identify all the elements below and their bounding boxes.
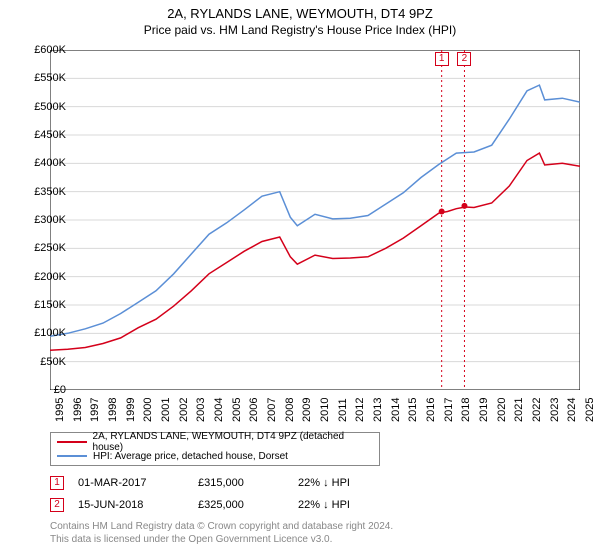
x-tick-label: 2024 xyxy=(566,398,578,422)
y-tick-label: £100K xyxy=(20,327,66,339)
x-tick-label: 2009 xyxy=(301,398,313,422)
x-tick-label: 2004 xyxy=(213,398,225,422)
sale-diff: 22% ↓ HPI xyxy=(298,499,398,511)
x-tick-label: 2013 xyxy=(372,398,384,422)
chart-subtitle: Price paid vs. HM Land Registry's House … xyxy=(0,21,600,37)
x-tick-label: 2022 xyxy=(531,398,543,422)
x-tick-label: 1995 xyxy=(54,398,66,422)
x-tick-label: 2010 xyxy=(319,398,331,422)
legend-swatch xyxy=(57,441,87,443)
y-tick-label: £250K xyxy=(20,242,66,254)
footer-attribution: Contains HM Land Registry data © Crown c… xyxy=(50,520,393,546)
sale-marker-icon: 2 xyxy=(50,498,64,512)
x-tick-label: 1996 xyxy=(72,398,84,422)
y-tick-label: £450K xyxy=(20,129,66,141)
y-tick-label: £400K xyxy=(20,157,66,169)
x-tick-label: 2000 xyxy=(142,398,154,422)
sale-diff: 22% ↓ HPI xyxy=(298,477,398,489)
x-tick-label: 1999 xyxy=(125,398,137,422)
x-tick-label: 2007 xyxy=(266,398,278,422)
x-tick-label: 2011 xyxy=(337,398,349,422)
footer-line: This data is licensed under the Open Gov… xyxy=(50,533,393,546)
x-tick-label: 2018 xyxy=(460,398,472,422)
x-tick-label: 1997 xyxy=(89,398,101,422)
y-tick-label: £200K xyxy=(20,271,66,283)
y-tick-label: £600K xyxy=(20,44,66,56)
x-tick-label: 2017 xyxy=(443,398,455,422)
x-tick-label: 2005 xyxy=(231,398,243,422)
y-tick-label: £350K xyxy=(20,186,66,198)
x-tick-label: 1998 xyxy=(107,398,119,422)
legend-label: HPI: Average price, detached house, Dors… xyxy=(93,451,288,462)
x-tick-label: 2020 xyxy=(496,398,508,422)
legend-item-property: 2A, RYLANDS LANE, WEYMOUTH, DT4 9PZ (det… xyxy=(57,435,373,449)
x-tick-label: 2023 xyxy=(549,398,561,422)
x-tick-label: 2019 xyxy=(478,398,490,422)
x-tick-label: 2002 xyxy=(178,398,190,422)
chart-area xyxy=(50,50,580,390)
legend: 2A, RYLANDS LANE, WEYMOUTH, DT4 9PZ (det… xyxy=(50,432,380,466)
sale-row-2: 2 15-JUN-2018 £325,000 22% ↓ HPI xyxy=(50,496,580,514)
y-tick-label: £300K xyxy=(20,214,66,226)
footer-line: Contains HM Land Registry data © Crown c… xyxy=(50,520,393,533)
sale-price: £315,000 xyxy=(198,477,298,489)
sale-price: £325,000 xyxy=(198,499,298,511)
legend-swatch xyxy=(57,455,87,457)
x-tick-label: 2016 xyxy=(425,398,437,422)
x-tick-label: 2006 xyxy=(248,398,260,422)
y-tick-label: £0 xyxy=(20,384,66,396)
x-tick-label: 2012 xyxy=(354,398,366,422)
x-tick-label: 2003 xyxy=(195,398,207,422)
chart-title: 2A, RYLANDS LANE, WEYMOUTH, DT4 9PZ xyxy=(0,0,600,21)
x-tick-label: 2015 xyxy=(407,398,419,422)
x-tick-label: 2014 xyxy=(390,398,402,422)
sale-row-1: 1 01-MAR-2017 £315,000 22% ↓ HPI xyxy=(50,474,580,492)
sale-marker-icon: 1 xyxy=(50,476,64,490)
sale-flag-icon: 1 xyxy=(435,52,449,66)
sale-date: 15-JUN-2018 xyxy=(78,499,198,511)
y-tick-label: £150K xyxy=(20,299,66,311)
x-tick-label: 2025 xyxy=(584,398,596,422)
sale-flag-icon: 2 xyxy=(457,52,471,66)
x-tick-label: 2021 xyxy=(513,398,525,422)
y-tick-label: £50K xyxy=(20,356,66,368)
x-tick-label: 2001 xyxy=(160,398,172,422)
sale-date: 01-MAR-2017 xyxy=(78,477,198,489)
x-tick-label: 2008 xyxy=(284,398,296,422)
y-tick-label: £500K xyxy=(20,101,66,113)
y-tick-label: £550K xyxy=(20,72,66,84)
line-chart xyxy=(50,50,580,390)
